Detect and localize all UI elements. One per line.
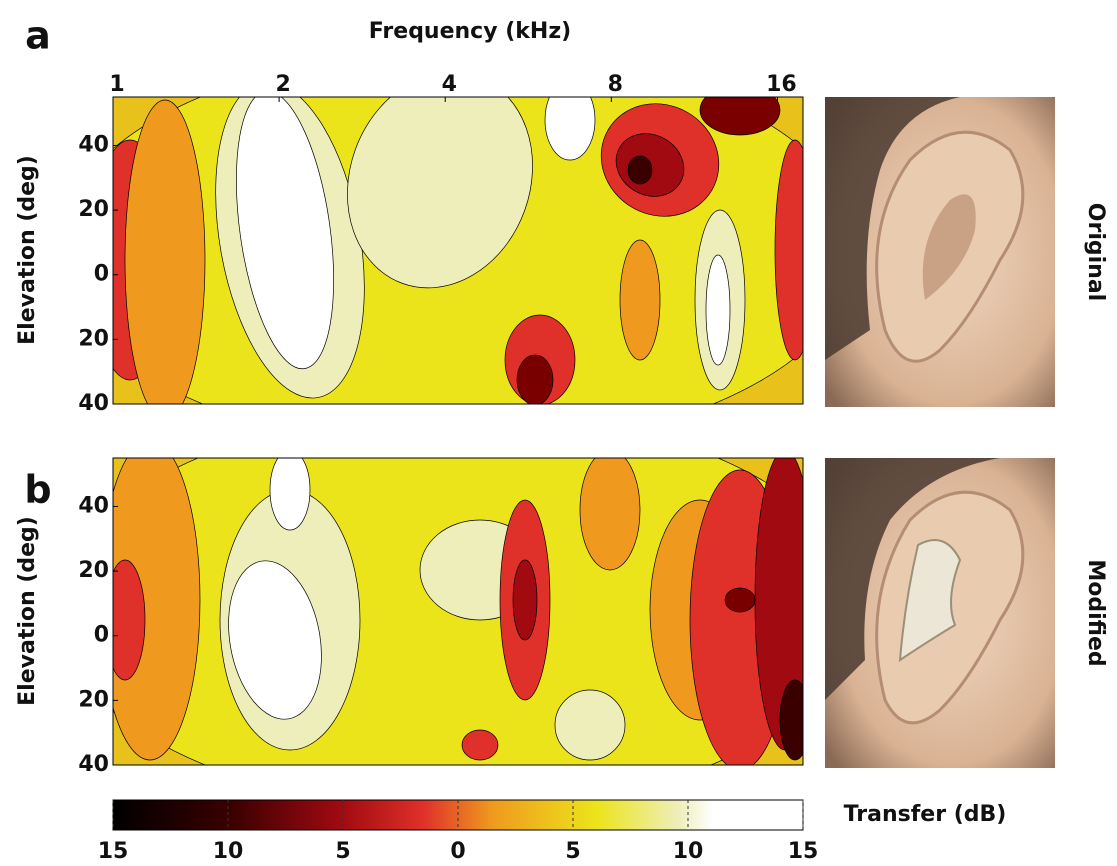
y-tick-label: 40 (78, 391, 109, 416)
contour-band (236, 97, 334, 370)
contour-band (554, 689, 626, 761)
y-tick-label: 40 (78, 132, 109, 157)
x-tick-label: 8 (608, 72, 623, 97)
contour-band (627, 155, 653, 185)
panel-label: a (25, 14, 51, 58)
contour-band (579, 458, 641, 571)
plot-frame (112, 96, 804, 405)
contour-band (113, 559, 146, 681)
y-tick-label: 20 (78, 326, 109, 351)
contour-band (779, 679, 803, 761)
x-axis-label: Frequency (kHz) (369, 19, 571, 44)
contour-band (516, 354, 554, 404)
contour-field (113, 97, 803, 404)
x-tick-label: 16 (766, 72, 797, 97)
y-tick-label: 20 (78, 687, 109, 712)
panel-label: b (24, 468, 51, 512)
y-tick-label: 20 (78, 197, 109, 222)
contour-band (699, 97, 781, 136)
contour-band (461, 729, 499, 761)
x-tick-label: 1 (109, 72, 124, 97)
plots (112, 96, 804, 766)
colorbar-tick-label: 5 (335, 839, 350, 864)
colorbar-tick-label: 5 (565, 839, 580, 864)
contour-band (113, 458, 201, 761)
y-tick-label: 20 (78, 558, 109, 583)
y-tick-label: 40 (78, 752, 109, 777)
x-tick-label: 2 (275, 72, 290, 97)
ear-photo (825, 458, 1055, 768)
y-tick-label: 40 (78, 493, 109, 518)
contour-band (724, 587, 756, 613)
colorbar-title: Transfer (dB) (844, 802, 1007, 827)
y-tick-label: 0 (94, 623, 109, 648)
contour-band (705, 254, 731, 366)
contour-field (113, 458, 803, 765)
ear-photo (825, 97, 1055, 407)
contour-band (774, 139, 803, 361)
colorbar-tick-label: 10 (673, 839, 704, 864)
contour-band (619, 239, 661, 361)
side-label: Original (1083, 203, 1108, 301)
contour-band (544, 97, 596, 161)
colorbar-tick-label: 10 (213, 839, 244, 864)
colorbar-tick-label: 15 (98, 839, 129, 864)
contour-band (228, 560, 322, 720)
contour-band (512, 559, 538, 641)
x-tick-label: 4 (442, 72, 457, 97)
y-tick-label: 0 (94, 262, 109, 287)
colorbar-tick-label: 0 (450, 839, 465, 864)
plot-frame (112, 457, 804, 766)
contour-band (347, 97, 533, 289)
contour-band (124, 99, 206, 404)
y-axis-label: Elevation (deg) (15, 516, 40, 706)
contour-band (269, 458, 311, 531)
side-label: Modified (1083, 559, 1108, 666)
y-axis-label: Elevation (deg) (15, 155, 40, 345)
colorbar-tick-label: 15 (788, 839, 819, 864)
